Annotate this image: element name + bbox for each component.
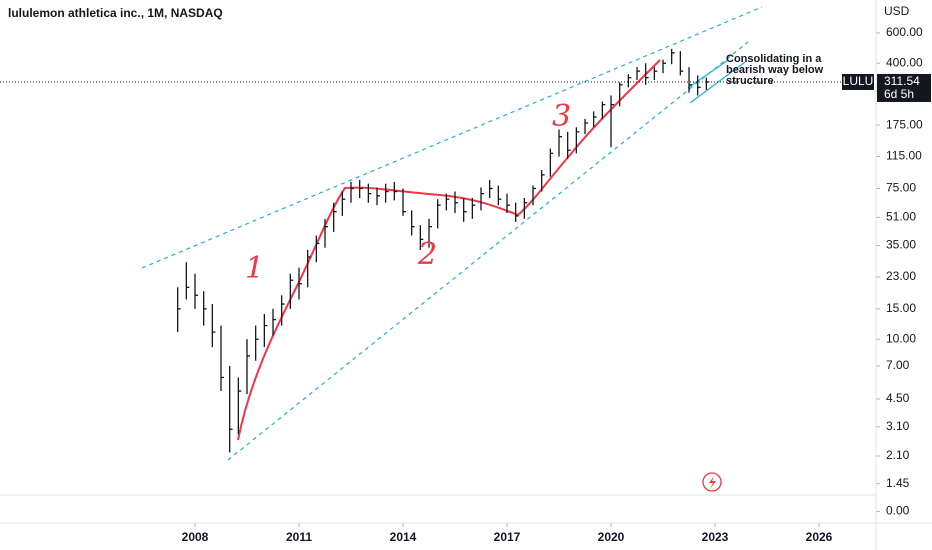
x-tick-label: 2011 (286, 530, 312, 544)
y-tick-label: 7.00 (886, 358, 910, 372)
y-tick-label: 1.45 (886, 476, 910, 490)
channel-upper (141, 6, 763, 269)
annotation: 1 (245, 251, 264, 286)
trend-line (689, 61, 746, 104)
y-tick-label: 35.00 (886, 238, 916, 252)
y-tick-label: 15.00 (886, 301, 916, 315)
x-tick-label: 2026 (806, 530, 833, 544)
trend-curve (237, 59, 661, 441)
channel-lower (227, 41, 749, 461)
y-tick-label: 10.00 (886, 331, 916, 345)
annotation: 2 (417, 237, 437, 272)
annotation: 3 (552, 99, 571, 134)
callout-text: Consolidating in a bearish way below str… (726, 54, 824, 87)
x-tick-label: 2020 (598, 530, 625, 544)
symbol-tag (842, 73, 874, 90)
symbol-label: LULU (843, 74, 874, 88)
y-tick-label: 2.10 (886, 448, 910, 462)
y-tick-label: 23.00 (886, 269, 916, 283)
y-tick-label: 51.00 (886, 210, 916, 224)
x-tick-label: 2017 (494, 530, 521, 544)
x-tick-label: 2008 (182, 530, 209, 544)
y-tick-label: 400.00 (886, 55, 923, 69)
chart-title: lululemon athletica inc., 1M, NASDAQ (8, 6, 223, 20)
y-tick-label: 3.10 (886, 419, 910, 433)
trend-line (687, 59, 729, 89)
callout: Consolidating in a bearish way below str… (726, 54, 824, 87)
y-tick-label: 4.50 (886, 391, 910, 405)
currency: USD (884, 4, 910, 18)
x-tick-label: 2023 (702, 530, 729, 544)
event-icon-bolt (709, 476, 716, 489)
y-tick-label: 0.00 (886, 504, 910, 518)
y-tick-label: 115.00 (886, 149, 922, 163)
last-price-label: 311.54 (884, 74, 920, 88)
y-tick-label: 75.00 (886, 181, 916, 195)
y-tick-label: 600.00 (886, 25, 923, 39)
y-tick-label: 175.00 (886, 117, 923, 131)
countdown-label: 6d 5h (884, 87, 914, 101)
x-tick-label: 2014 (390, 530, 417, 544)
last-price-tag (877, 73, 931, 102)
